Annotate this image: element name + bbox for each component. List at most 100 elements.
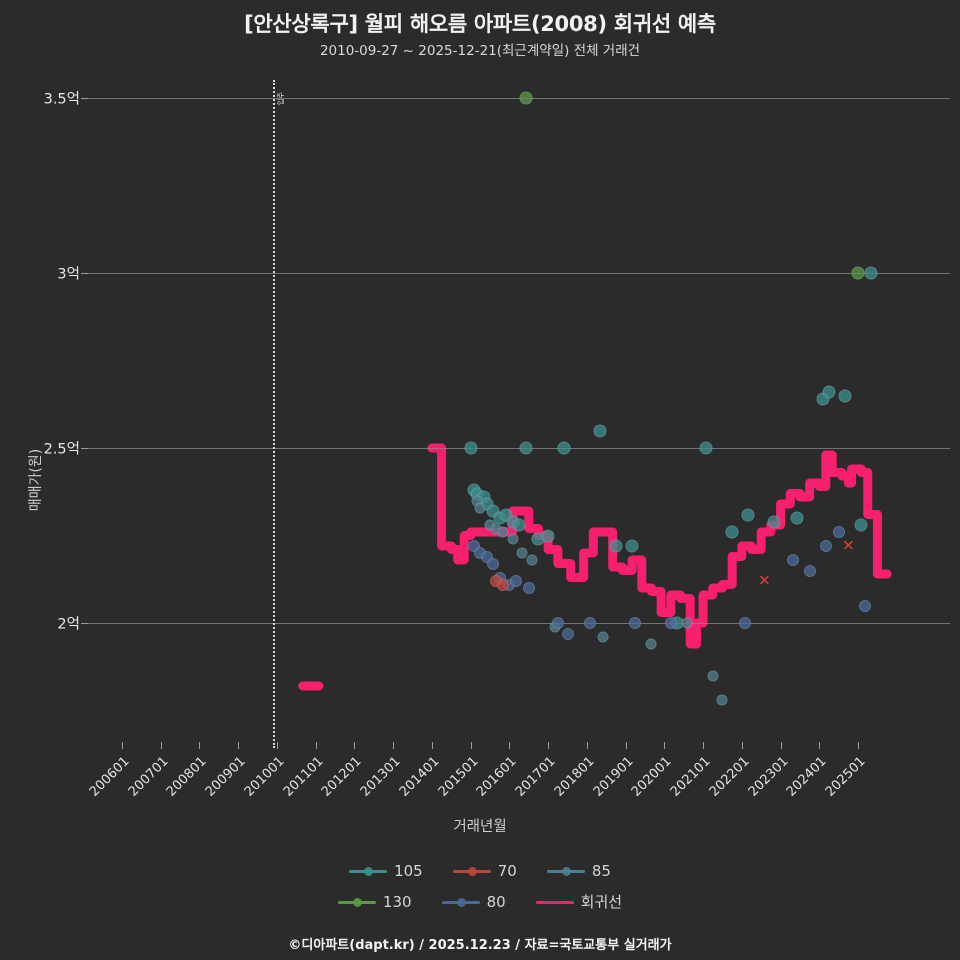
y-tick-label: 2억 xyxy=(57,616,80,633)
y-tick-label: 3.5억 xyxy=(43,91,80,108)
x-tick-mark xyxy=(586,742,588,749)
scatter-point[interactable] xyxy=(681,617,693,629)
x-tick-label: 202201 xyxy=(706,754,753,800)
scatter-point[interactable] xyxy=(516,547,528,559)
x-tick-mark xyxy=(858,742,860,749)
x-tick-mark xyxy=(276,742,278,749)
scatter-point[interactable] xyxy=(584,617,597,629)
scatter-point[interactable] xyxy=(787,554,800,566)
legend-swatch-icon xyxy=(349,864,388,878)
x-tick-mark xyxy=(664,742,666,749)
scatter-point[interactable] xyxy=(507,533,519,545)
scatter-point[interactable] xyxy=(822,385,836,399)
x-tick-label: 200601 xyxy=(86,754,133,800)
legend-row: 105 70 85 xyxy=(0,862,960,880)
x-tick-label: 202101 xyxy=(667,754,714,800)
x-tick-mark xyxy=(470,742,472,749)
y-gridline xyxy=(88,623,950,624)
scatter-point[interactable] xyxy=(725,525,739,539)
x-tick-label: 201601 xyxy=(474,754,520,800)
legend-item-80[interactable]: 80 xyxy=(441,891,506,912)
x-tick-label: 201401 xyxy=(396,754,443,800)
scatter-point[interactable] xyxy=(487,557,500,570)
scatter-point[interactable] xyxy=(664,617,677,629)
scatter-point[interactable] xyxy=(851,266,865,280)
page-subtitle: 2010-09-27 ~ 2025-12-21(최근계약일) 전체 거래건 xyxy=(319,43,641,59)
x-tick-label: 200801 xyxy=(164,754,211,800)
scatter-point[interactable] xyxy=(832,526,845,538)
legend-item-130[interactable]: 130 xyxy=(337,891,412,912)
cancelled-transaction-icon[interactable]: ✕ xyxy=(842,536,855,555)
scatter-point[interactable] xyxy=(557,441,571,455)
move-in-marker-line xyxy=(273,80,276,748)
x-tick-label: 201101 xyxy=(280,754,327,800)
x-tick-mark xyxy=(431,742,433,749)
x-tick-label: 201301 xyxy=(358,754,404,800)
scatter-point[interactable] xyxy=(790,511,804,525)
chart-legend: 105 70 85 130 80 회귀선 xyxy=(0,862,960,923)
footer-credit: ©디아파트(dapt.kr) / 2025.12.23 / 자료=국토교통부 실… xyxy=(288,938,672,953)
scatter-point[interactable] xyxy=(625,539,639,553)
scatter-point[interactable] xyxy=(609,539,623,553)
x-tick-label: 202501 xyxy=(822,754,869,800)
x-tick-mark xyxy=(509,742,511,749)
scatter-point[interactable] xyxy=(629,617,642,629)
y-gridline xyxy=(88,448,950,449)
legend-item-70[interactable]: 70 xyxy=(452,862,517,880)
x-tick-mark xyxy=(315,742,317,749)
y-gridline xyxy=(88,273,950,274)
scatter-point[interactable] xyxy=(858,599,871,612)
scatter-point[interactable] xyxy=(864,266,878,280)
legend-swatch-icon xyxy=(452,864,491,878)
scatter-point[interactable] xyxy=(838,389,852,402)
scatter-point[interactable] xyxy=(464,441,478,455)
x-tick-mark xyxy=(122,742,123,749)
scatter-point[interactable] xyxy=(819,540,832,552)
scatter-point[interactable] xyxy=(803,564,816,577)
x-tick-mark xyxy=(393,742,395,749)
scatter-point[interactable] xyxy=(497,526,509,538)
scatter-point[interactable] xyxy=(551,617,564,629)
scatter-point[interactable] xyxy=(519,441,533,455)
x-tick-label: 201801 xyxy=(551,754,598,800)
legend-item-회귀선[interactable]: 회귀선 xyxy=(535,891,622,912)
scatter-point[interactable] xyxy=(854,518,868,532)
scatter-point[interactable] xyxy=(496,578,509,591)
scatter-point[interactable] xyxy=(561,627,574,640)
x-tick-mark xyxy=(354,742,356,749)
cancelled-transaction-icon[interactable]: ✕ xyxy=(758,571,771,590)
y-tick-mark xyxy=(81,273,88,274)
scatter-point[interactable] xyxy=(741,508,755,521)
legend-item-85[interactable]: 85 xyxy=(546,862,611,880)
legend-label: 80 xyxy=(486,892,506,911)
scatter-point[interactable] xyxy=(474,502,486,513)
scatter-point[interactable] xyxy=(509,575,522,587)
scatter-point[interactable] xyxy=(541,529,555,542)
x-tick-label: 201501 xyxy=(435,754,482,800)
y-axis-title: 매매가(원) xyxy=(28,448,45,512)
x-axis-title: 거래년월 xyxy=(453,819,507,835)
legend-item-105[interactable]: 105 xyxy=(349,862,423,880)
scatter-point[interactable] xyxy=(597,631,609,643)
scatter-point[interactable] xyxy=(512,518,526,532)
x-tick-mark xyxy=(199,742,201,749)
y-tick-mark xyxy=(81,98,88,99)
scatter-point[interactable] xyxy=(716,694,728,706)
y-gridline xyxy=(88,98,950,99)
scatter-point[interactable] xyxy=(526,554,538,566)
scatter-point[interactable] xyxy=(767,515,781,528)
scatter-point[interactable] xyxy=(645,638,657,650)
scatter-point[interactable] xyxy=(593,424,607,437)
scatter-point[interactable] xyxy=(522,582,535,594)
legend-label: 130 xyxy=(382,892,412,911)
scatter-point[interactable] xyxy=(699,441,713,455)
legend-label: 70 xyxy=(497,862,517,880)
scatter-point[interactable] xyxy=(519,91,533,105)
scatter-point[interactable] xyxy=(707,670,719,681)
scatter-point[interactable] xyxy=(739,617,752,629)
y-tick-label: 3억 xyxy=(57,266,80,283)
x-tick-label: 202001 xyxy=(629,754,675,800)
y-tick-mark xyxy=(81,448,88,449)
legend-row: 130 80 회귀선 xyxy=(0,891,960,912)
